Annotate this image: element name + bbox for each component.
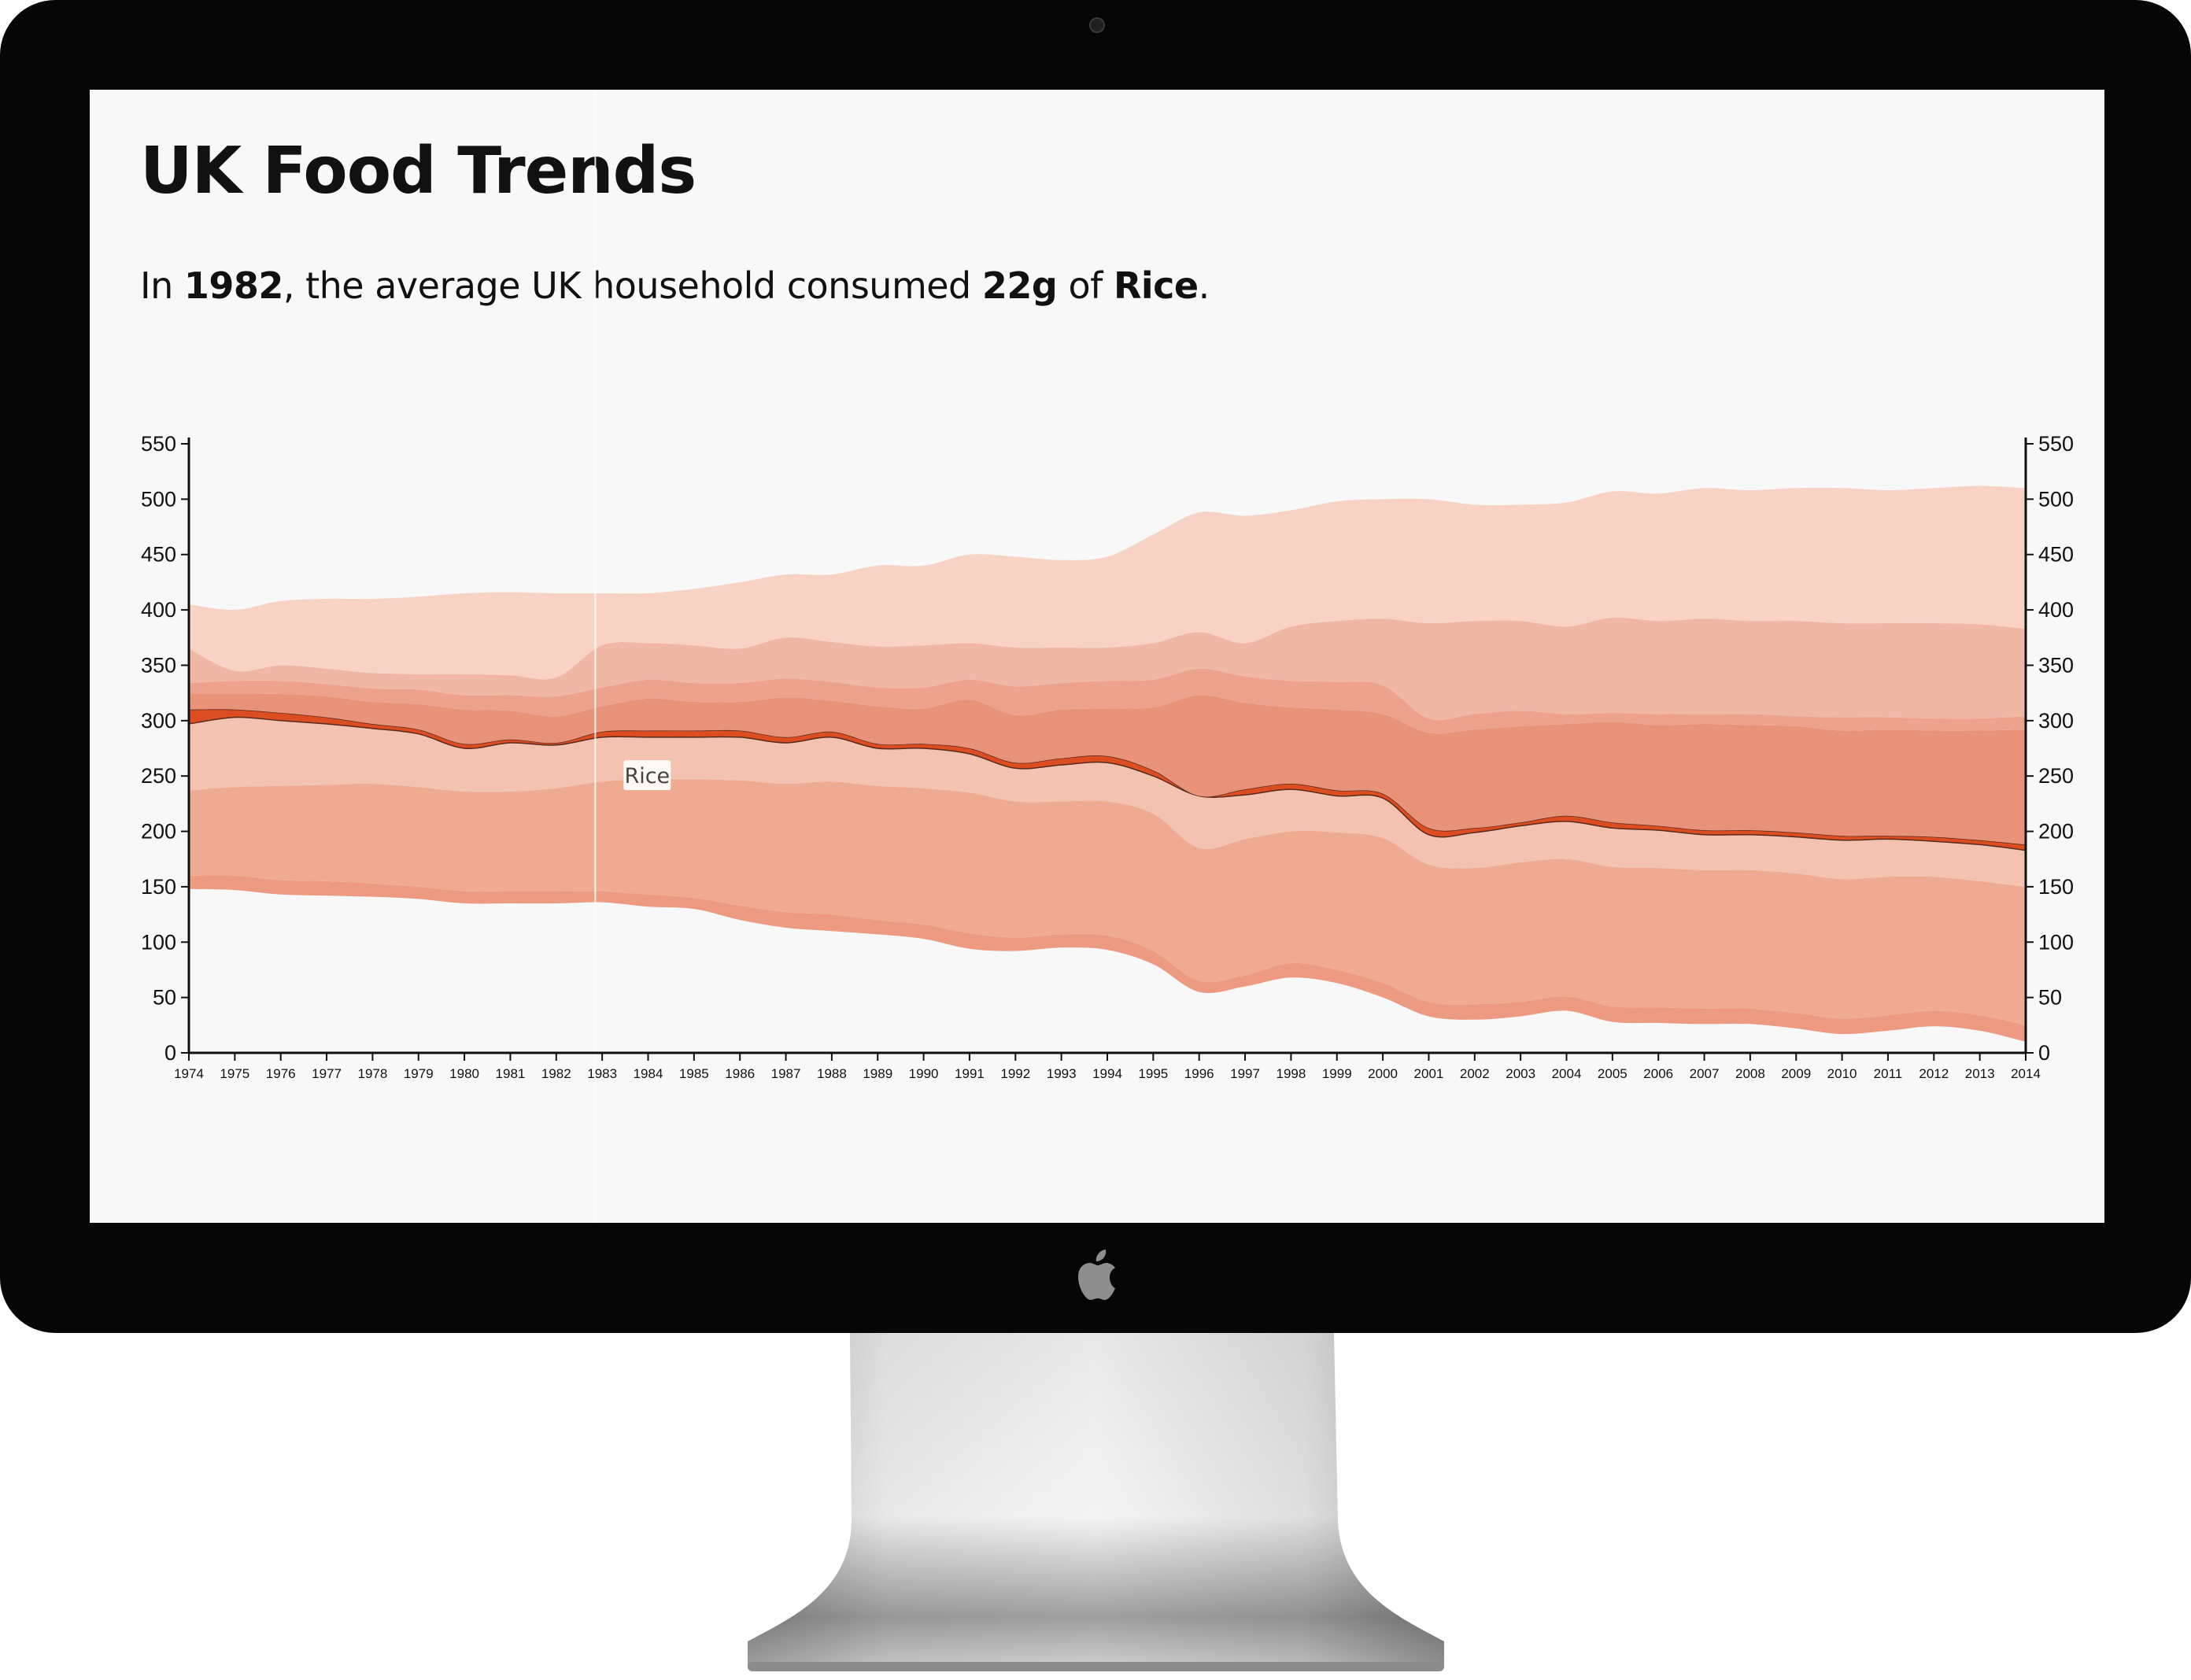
streamgraph-chart[interactable]: Rice 0 0 50 50 100 100 150 150 200 200 250 250 300 300… [90, 90, 2104, 1223]
y-tick-label-right: 550 [2038, 432, 2074, 456]
y-tick-label-right: 200 [2038, 820, 2074, 844]
summary-middle: , the average UK household consumed [283, 264, 982, 307]
x-tick-label: 1975 [220, 1066, 249, 1081]
x-tick-label: 1988 [817, 1066, 847, 1081]
rice-label: Rice [624, 764, 670, 788]
x-tick-label: 1990 [909, 1066, 939, 1081]
x-tick-label: 1992 [1000, 1066, 1030, 1081]
summary-amount: 22g [981, 264, 1058, 307]
y-tick-label-left: 300 [141, 709, 176, 733]
summary-connector: of [1057, 264, 1114, 307]
x-tick-label: 2005 [1598, 1066, 1628, 1081]
y-tick-label-left: 250 [141, 764, 176, 788]
x-tick-label: 1999 [1322, 1066, 1352, 1081]
y-tick-label-left: 100 [141, 930, 176, 954]
y-tick-label-right: 300 [2038, 709, 2074, 733]
x-tick-label: 1994 [1092, 1066, 1122, 1081]
y-tick-label-right: 400 [2038, 598, 2074, 622]
y-tick-label-left: 500 [141, 487, 176, 511]
y-tick-label-left: 50 [153, 986, 176, 1010]
x-tick-label: 1998 [1276, 1066, 1306, 1081]
y-tick-label-right: 250 [2038, 764, 2074, 788]
streamgraph-layer-6 [189, 668, 2026, 734]
x-tick-label: 1986 [725, 1066, 755, 1081]
x-tick-label: 1993 [1047, 1066, 1077, 1081]
x-tick-label: 1997 [1230, 1066, 1260, 1081]
y-tick-label-left: 450 [141, 543, 176, 567]
x-tick-label: 1985 [679, 1066, 709, 1081]
streamgraph-layer-2 [189, 779, 2026, 1025]
x-tick-label: 2000 [1368, 1066, 1398, 1081]
y-tick-label-right: 450 [2038, 543, 2074, 567]
x-tick-label: 2014 [2011, 1066, 2041, 1081]
x-tick-label: 1983 [587, 1066, 617, 1081]
streamgraph-layer-bottom [189, 875, 2026, 1042]
x-tick-label: 1977 [312, 1066, 342, 1081]
streamgraph-layer-rice [189, 693, 2026, 845]
y-tick-label-right: 100 [2038, 930, 2074, 954]
x-tick-label: 1981 [496, 1066, 526, 1081]
y-tick-label-left: 350 [141, 653, 176, 677]
x-tick-label: 2004 [1552, 1066, 1582, 1081]
monitor-bezel: UK Food Trends In 1982, the average UK h… [0, 0, 2191, 1333]
summary-prefix: In [140, 264, 184, 307]
summary-year: 1982 [183, 264, 284, 307]
rice-label-box [623, 760, 671, 791]
x-tick-label: 2013 [1965, 1066, 1995, 1081]
monitor-stand [748, 1333, 1444, 1671]
x-tick-label: 2006 [1643, 1066, 1673, 1081]
x-tick-label: 1995 [1138, 1066, 1168, 1081]
y-tick-label-left: 200 [141, 820, 176, 844]
page-title: UK Food Trends [140, 134, 696, 209]
y-tick-label-left: 550 [141, 432, 176, 456]
y-tick-label-right: 350 [2038, 653, 2074, 677]
x-tick-label: 1989 [863, 1066, 892, 1081]
y-tick-label-left: 0 [164, 1041, 176, 1065]
x-tick-label: 1976 [266, 1066, 296, 1081]
y-tick-label-right: 0 [2038, 1041, 2050, 1065]
summary-food: Rice [1113, 264, 1199, 307]
screen: UK Food Trends In 1982, the average UK h… [90, 90, 2104, 1223]
x-tick-label: 2002 [1460, 1066, 1490, 1081]
summary-suffix: . [1198, 264, 1210, 307]
webcam-icon [1089, 17, 1105, 33]
x-tick-label: 1980 [449, 1066, 479, 1081]
x-tick-label: 2003 [1506, 1066, 1535, 1081]
summary-sentence: In 1982, the average UK household consum… [140, 264, 1210, 307]
x-tick-label: 2011 [1874, 1066, 1903, 1081]
x-tick-label: 2007 [1690, 1066, 1720, 1081]
x-tick-label: 1979 [404, 1066, 434, 1081]
x-tick-label: 2009 [1781, 1066, 1811, 1081]
x-tick-label: 1982 [541, 1066, 571, 1081]
y-tick-label-right: 150 [2038, 875, 2074, 899]
x-tick-label: 1987 [771, 1066, 801, 1081]
y-tick-label-left: 150 [141, 875, 176, 899]
x-tick-label: 1984 [634, 1066, 663, 1081]
x-tick-label: 1978 [357, 1066, 387, 1081]
streamgraph-layer-3 [189, 717, 2026, 887]
streamgraph-layer-7 [189, 617, 2026, 720]
x-tick-label: 2012 [1919, 1066, 1949, 1081]
y-tick-label-right: 500 [2038, 487, 2074, 511]
x-tick-label: 2010 [1827, 1066, 1857, 1081]
streamgraph-layer-8 [189, 486, 2026, 680]
y-tick-label-right: 50 [2038, 986, 2062, 1010]
y-tick-label-left: 400 [141, 598, 176, 622]
x-tick-label: 1991 [955, 1066, 985, 1081]
x-tick-label: 1996 [1184, 1066, 1214, 1081]
x-tick-label: 1974 [174, 1066, 204, 1081]
x-tick-label: 2001 [1414, 1066, 1444, 1081]
x-tick-label: 2008 [1735, 1066, 1765, 1081]
apple-logo-icon [1078, 1250, 1115, 1300]
